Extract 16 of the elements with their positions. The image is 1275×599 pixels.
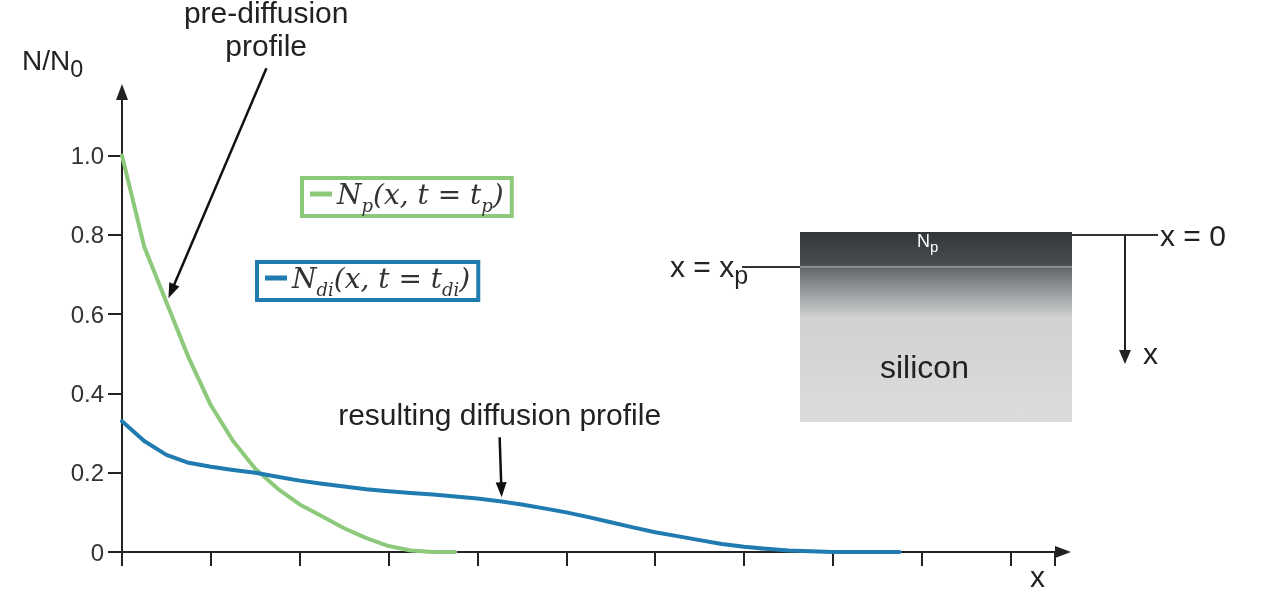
y-tick-label: 1.0 [70, 142, 104, 170]
annotation: x = x$_{p}$ [670, 250, 749, 290]
y-axis-title: N/N$_{0}$ [22, 45, 84, 83]
text: x = 0 [1160, 219, 1226, 252]
x-axis-title: x [1030, 560, 1045, 593]
y-tick-label: 0.2 [70, 459, 104, 487]
annotation: N$_{p}$ [917, 231, 939, 256]
annotation: silicon [880, 349, 969, 386]
y-tick-label: 0.6 [70, 300, 104, 328]
annotation: resulting diffusion profile [338, 398, 662, 432]
y-tick-label: 0.4 [70, 379, 104, 407]
y-tick-label: 0 [90, 538, 104, 566]
line-series [120, 153, 458, 554]
text: x [1143, 337, 1158, 370]
text: pre-diffusion profile [183, 0, 349, 63]
y-tick-label: 0.8 [70, 221, 104, 249]
